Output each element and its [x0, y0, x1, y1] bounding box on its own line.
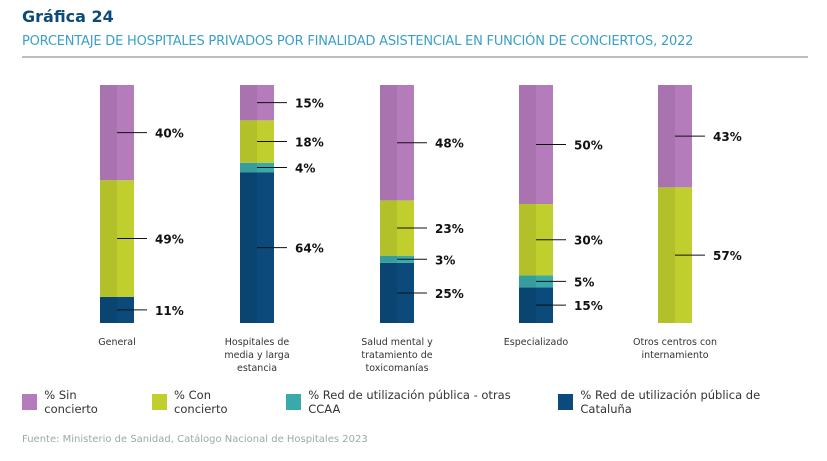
bar-segment [380, 255, 397, 263]
data-label: 5% [574, 275, 594, 289]
bar-segment [380, 200, 397, 256]
legend-swatch [285, 394, 302, 410]
stacked-bar-chart: 11% 49% 40% 64% 4% 18% 15% 25% 3% 23% 48% 15% 5% 30% 5… [100, 85, 742, 323]
legend-item: % Con concierto [151, 388, 264, 416]
data-label: 11% [155, 304, 184, 318]
data-label: 15% [295, 97, 324, 111]
bar-segment [240, 162, 257, 173]
bar-segment [100, 296, 117, 323]
legend-label: % Con concierto [174, 388, 228, 416]
chart-subtitle: PORCENTAJE DE HOSPITALES PRIVADOS POR FI… [22, 34, 694, 49]
legend-label: % Red de utilización pública - otras CCA… [308, 388, 511, 416]
bar-segment [519, 85, 536, 204]
bar-segment [380, 85, 397, 201]
data-label: 25% [435, 287, 464, 301]
bar-segment [519, 287, 536, 323]
legend-swatch [22, 394, 38, 410]
bar-segment [519, 275, 536, 288]
bar-segment [380, 262, 397, 323]
data-label: 49% [155, 233, 184, 247]
data-label: 64% [295, 242, 324, 256]
bar-segment [658, 85, 675, 188]
data-label: 40% [155, 127, 184, 141]
data-label: 4% [295, 161, 315, 175]
legend-swatch [558, 394, 574, 410]
bar-segment [658, 187, 675, 323]
category-label: Especializado [503, 337, 569, 348]
data-label: 23% [435, 222, 464, 236]
legend-item: % Sin concierto [22, 388, 130, 416]
data-label: 15% [574, 299, 603, 313]
data-label: 3% [435, 253, 455, 267]
bar-segment [100, 85, 117, 181]
category-label: Salud mental y tratamiento de toxicomaní… [361, 337, 433, 374]
legend-swatch [151, 394, 168, 410]
bar-segment [100, 180, 117, 297]
data-label: 57% [713, 249, 742, 263]
legend-label: % Sin concierto [44, 388, 98, 416]
data-label: 43% [713, 130, 742, 144]
data-label: 30% [574, 234, 603, 248]
category-label: Otros centros con internamiento [632, 337, 718, 361]
chart-title: Gráfica 24 [22, 7, 114, 26]
divider [22, 56, 808, 58]
data-label: 50% [574, 139, 603, 153]
legend-item: % Red de utilización pública - otras CCA… [285, 388, 536, 416]
source-note: Fuente: Ministerio de Sanidad, Catálogo … [22, 434, 368, 445]
legend-label: % Red de utilización pública de Cataluña [580, 388, 761, 416]
category-label: Hospitales de media y larga estancia [224, 337, 290, 374]
bar-segment [240, 172, 257, 323]
category-label: General [98, 337, 136, 348]
legend-item: % Red de utilización pública de Cataluña [558, 388, 805, 416]
legend: % Sin concierto % Con concierto % Red de u… [22, 388, 827, 416]
bar-segment [240, 120, 257, 163]
bar-segment [519, 204, 536, 276]
data-label: 18% [295, 136, 324, 150]
data-label: 48% [435, 137, 464, 151]
bar-segment [240, 85, 257, 121]
